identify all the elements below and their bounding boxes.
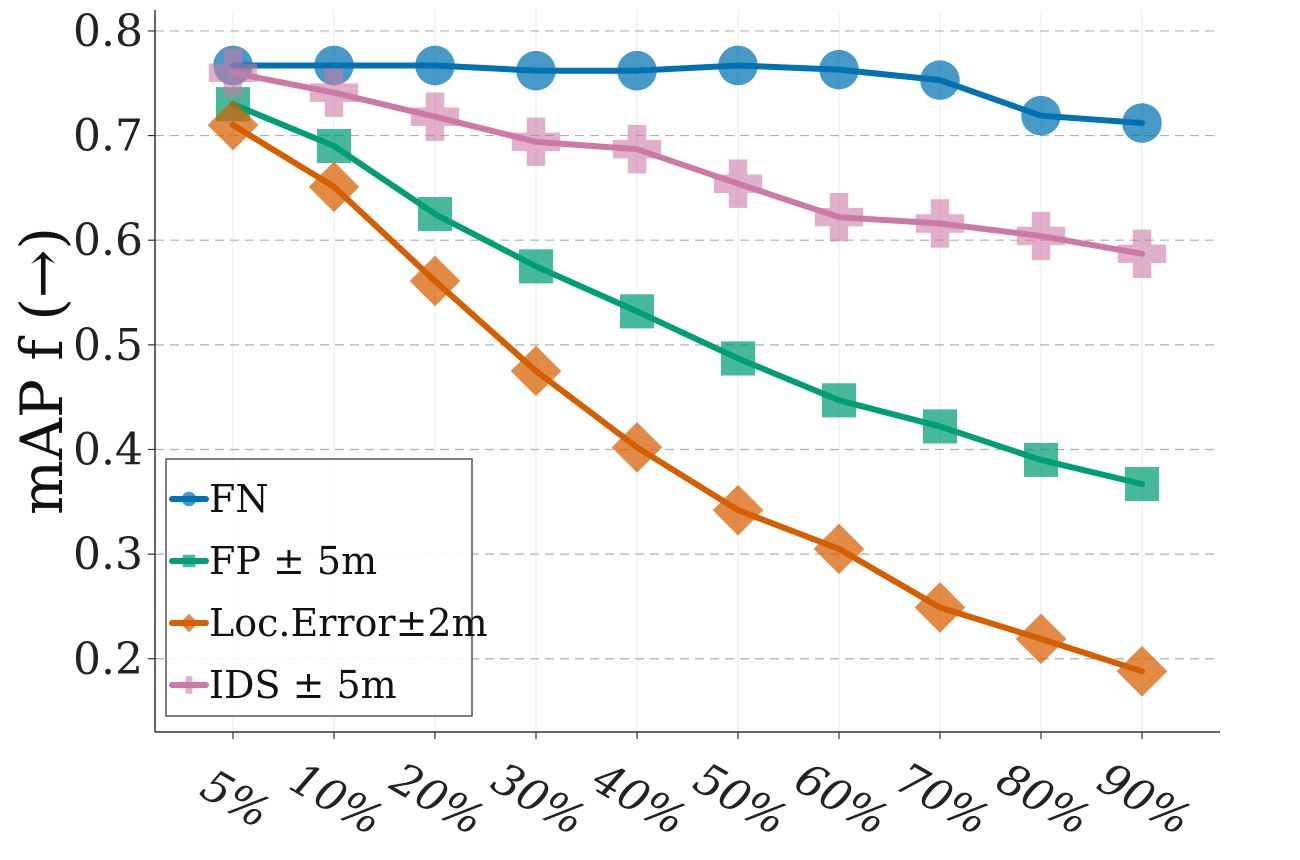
- series-line: [230, 62, 1145, 127]
- data-point: [1023, 442, 1059, 477]
- x-tick-label: 5%: [192, 760, 278, 839]
- y-axis-label: mAP f (→): [8, 227, 76, 515]
- data-point: [417, 196, 453, 232]
- series: [207, 45, 1168, 697]
- series-line: [230, 69, 1145, 257]
- x-tick-label: 40%: [583, 752, 694, 846]
- series-3: [208, 48, 1167, 279]
- data-point: [1016, 211, 1066, 261]
- y-tick-label: 0.6: [73, 215, 143, 266]
- data-point: [619, 294, 655, 329]
- series-2: [207, 99, 1168, 697]
- y-tick-label: 0.8: [73, 6, 143, 57]
- data-point: [617, 50, 657, 91]
- data-point: [920, 60, 960, 100]
- data-point: [819, 49, 859, 90]
- data-point: [410, 92, 460, 141]
- legend-label: IDS ± 5m: [209, 663, 397, 707]
- legend-entry: Loc.Error±2m: [169, 601, 488, 645]
- legend-entry: FN: [169, 477, 269, 521]
- data-point: [813, 523, 865, 575]
- data-point: [720, 341, 756, 376]
- data-point: [409, 255, 461, 307]
- data-point: [814, 192, 864, 242]
- axes: [154, 10, 1220, 733]
- legend-label: Loc.Error±2m: [209, 601, 488, 645]
- y-tick-label: 0.7: [73, 111, 143, 162]
- y-tick-label: 0.3: [73, 529, 143, 580]
- data-point: [208, 48, 258, 97]
- x-tick-label: 60%: [786, 753, 896, 846]
- data-point: [316, 128, 352, 164]
- data-point: [712, 484, 764, 536]
- data-point: [1021, 95, 1061, 136]
- data-point: [314, 45, 354, 86]
- x-tick-label: 30%: [483, 753, 593, 846]
- legend-marker: [182, 554, 196, 568]
- data-point: [518, 249, 554, 284]
- data-point: [207, 99, 259, 151]
- legend-label: FP ± 5m: [209, 539, 377, 583]
- data-point: [511, 117, 561, 167]
- data-point: [1124, 466, 1160, 502]
- data-point: [309, 68, 359, 117]
- data-point: [713, 159, 763, 208]
- legend-label: FN: [209, 477, 269, 521]
- series-1: [215, 87, 1160, 502]
- series-0: [213, 45, 1162, 143]
- series-line: [230, 101, 1145, 488]
- data-point: [510, 345, 562, 397]
- data-point: [611, 422, 663, 473]
- x-tick-label: 90%: [1089, 753, 1199, 846]
- x-tick-label: 80%: [988, 753, 1098, 846]
- legend-frame: [165, 458, 473, 717]
- legend-marker: [179, 613, 199, 633]
- x-tick-label: 10%: [281, 753, 391, 846]
- legend-items: FN FP ± 5m Loc.Error±2m IDS ± 5m: [169, 477, 488, 707]
- data-point: [1122, 103, 1162, 143]
- data-point: [914, 582, 966, 633]
- data-point: [718, 45, 758, 86]
- data-point: [1116, 646, 1168, 697]
- data-point: [821, 383, 857, 418]
- y-tick-label: 0.4: [73, 424, 143, 475]
- x-tick-label: 50%: [685, 753, 795, 846]
- x-tick-label: 20%: [381, 752, 492, 846]
- legend: FN FP ± 5m Loc.Error±2m IDS ± 5m: [165, 458, 488, 717]
- data-point: [308, 161, 360, 213]
- legend-entry: IDS ± 5m: [169, 663, 397, 707]
- y-tick-label: 0.2: [73, 634, 143, 685]
- legend-marker: [181, 491, 197, 507]
- data-point: [922, 409, 958, 444]
- data-point: [1117, 229, 1167, 279]
- data-point: [516, 50, 556, 91]
- data-point: [915, 199, 965, 248]
- data-point: [1015, 613, 1067, 665]
- y-tick-label: 0.5: [73, 320, 143, 371]
- series-line: [230, 122, 1145, 675]
- data-point: [612, 124, 662, 174]
- legend-entry: FP ± 5m: [169, 539, 377, 583]
- legend-marker: [180, 676, 198, 694]
- data-point: [415, 45, 455, 86]
- x-tick-label: 70%: [887, 753, 997, 846]
